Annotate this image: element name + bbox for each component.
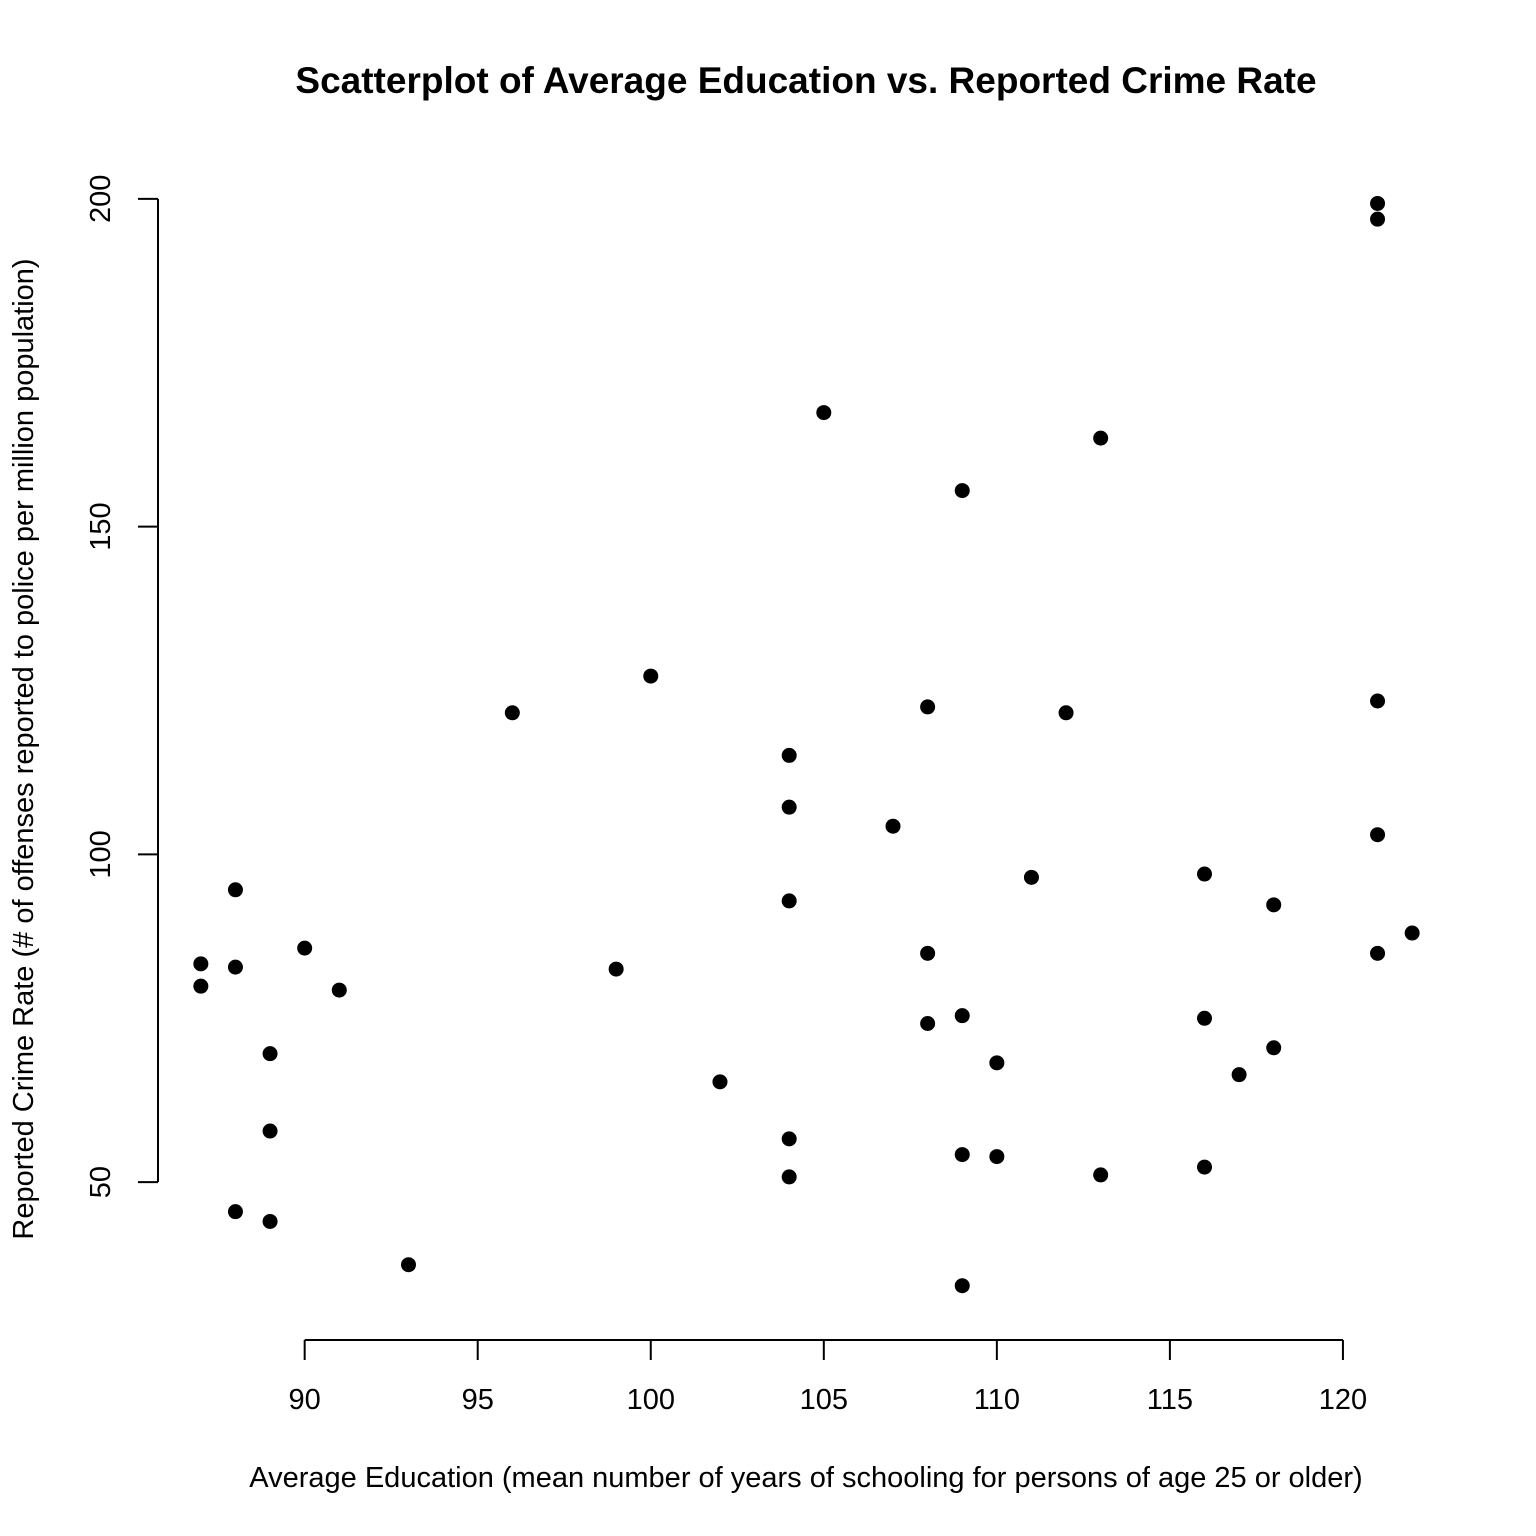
data-point — [262, 1046, 278, 1062]
x-axis-label: Average Education (mean number of years … — [249, 1462, 1362, 1494]
data-point — [781, 893, 797, 909]
data-point — [504, 705, 520, 721]
x-tick-label: 100 — [627, 1384, 675, 1416]
data-point — [1370, 945, 1386, 961]
data-point — [1197, 1159, 1213, 1175]
data-point — [954, 483, 970, 499]
data-point — [989, 1149, 1005, 1165]
data-point — [989, 1055, 1005, 1071]
data-point — [816, 405, 832, 421]
chart-title: Scatterplot of Average Education vs. Rep… — [295, 60, 1316, 101]
data-point — [193, 978, 209, 994]
data-point — [781, 747, 797, 763]
data-point — [712, 1074, 728, 1090]
x-axis: 90 95 100 105 110 115 120 — [289, 1339, 1367, 1416]
data-point — [920, 945, 936, 961]
data-point — [954, 1278, 970, 1294]
y-axis: 50 100 150 200 — [85, 175, 159, 1198]
y-tick-label: 200 — [85, 175, 117, 223]
data-point — [1370, 693, 1386, 709]
data-point — [1093, 430, 1109, 446]
data-point — [1023, 869, 1039, 885]
data-point — [1058, 705, 1074, 721]
data-point — [643, 668, 659, 684]
y-axis-label: Reported Crime Rate (# of offenses repor… — [8, 258, 40, 1239]
data-point — [920, 1016, 936, 1032]
data-point — [1404, 925, 1420, 941]
data-point — [227, 959, 243, 975]
data-point — [781, 1169, 797, 1185]
y-tick-label: 100 — [85, 830, 117, 878]
data-point — [297, 940, 313, 956]
data-point — [400, 1257, 416, 1273]
data-point — [1266, 1040, 1282, 1056]
data-point — [262, 1123, 278, 1139]
data-point — [608, 961, 624, 977]
x-tick-label: 110 — [974, 1384, 1020, 1416]
data-point — [781, 799, 797, 815]
data-point — [1370, 827, 1386, 843]
data-point — [1093, 1167, 1109, 1183]
data-point — [954, 1008, 970, 1024]
data-point — [193, 956, 209, 972]
data-point — [262, 1213, 278, 1229]
x-tick-label: 95 — [462, 1384, 494, 1416]
y-tick-label: 50 — [85, 1166, 117, 1198]
data-point — [1197, 1010, 1213, 1026]
data-points — [193, 195, 1420, 1294]
x-tick-label: 115 — [1147, 1384, 1193, 1416]
data-point — [1197, 866, 1213, 882]
data-point — [954, 1147, 970, 1163]
data-point — [1266, 897, 1282, 913]
x-tick-label: 120 — [1319, 1384, 1367, 1416]
data-point — [1231, 1067, 1247, 1083]
y-tick-label: 150 — [85, 502, 117, 550]
data-point — [1370, 211, 1386, 227]
data-point — [227, 1204, 243, 1220]
data-point — [920, 699, 936, 715]
data-point — [227, 882, 243, 898]
x-tick-label: 90 — [289, 1384, 321, 1416]
data-point — [1370, 195, 1386, 211]
x-tick-label: 105 — [800, 1384, 848, 1416]
data-point — [781, 1131, 797, 1147]
data-point — [331, 982, 347, 998]
data-point — [885, 818, 901, 834]
